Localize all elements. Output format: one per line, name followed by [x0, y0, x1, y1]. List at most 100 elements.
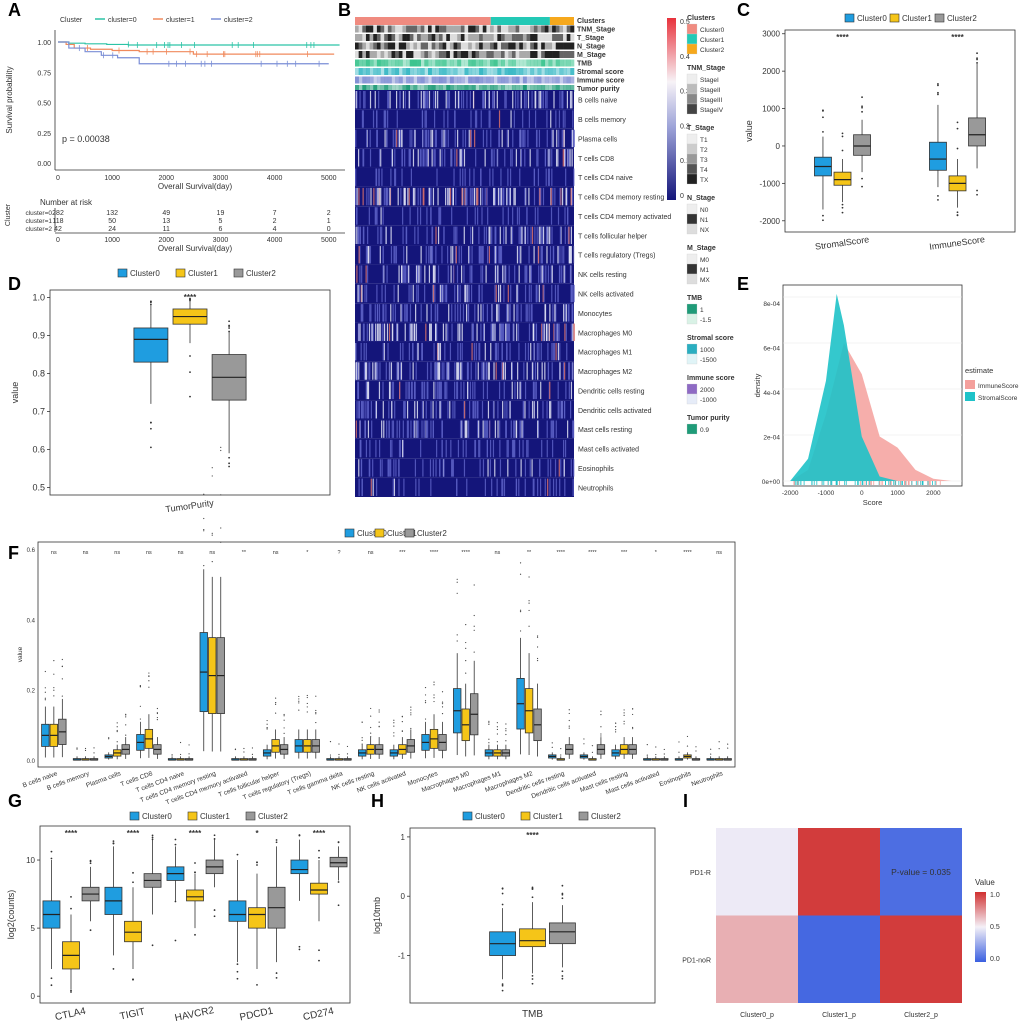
heat-stripe-13 — [387, 342, 389, 361]
heat-stripe-3 — [417, 149, 419, 167]
outlier-0-2 — [561, 975, 564, 977]
legend-item-3-1: N1 — [700, 217, 709, 224]
heat-stripe-1 — [488, 110, 490, 128]
heat-stripe-10 — [466, 284, 468, 303]
annotation-cell-6 — [453, 68, 458, 75]
f-sig-9: ? — [337, 550, 340, 556]
annotation-cell-2 — [369, 34, 374, 41]
heat-colorbar — [667, 18, 676, 200]
heat-stripe-19 — [563, 459, 565, 477]
heat-stripe-1 — [384, 110, 386, 128]
legend-swatch-5-0 — [686, 303, 698, 315]
heat-stripe-13 — [408, 342, 410, 361]
annotation-cell-4 — [406, 51, 411, 58]
outlier-0-0 — [50, 857, 53, 860]
annotation-cell-7 — [486, 76, 491, 84]
annotation-cell-4 — [482, 51, 487, 58]
annotation-cell-4 — [446, 51, 451, 58]
f-outlier — [315, 709, 317, 712]
heat-stripe-6 — [550, 207, 553, 225]
annotation-cell-7 — [464, 76, 469, 84]
heat-stripe-5 — [499, 187, 501, 206]
heat-stripe-20 — [466, 478, 468, 496]
heat-stripe-4 — [548, 168, 550, 186]
heat-stripe-7 — [489, 226, 491, 245]
heat-stripe-19 — [560, 459, 562, 477]
heat-stripe-1 — [433, 110, 436, 128]
heat-stripe-4 — [500, 168, 502, 186]
heat-stripe-1 — [454, 110, 456, 128]
heat-stripe-1 — [572, 110, 574, 128]
heat-row-label-2: Plasma cells — [578, 136, 618, 143]
annotation-cell-8 — [457, 85, 462, 92]
annotation-cell-5 — [544, 59, 549, 67]
f-outlier — [378, 709, 380, 711]
heat-stripe-16 — [375, 401, 378, 419]
heat-stripe-16 — [440, 401, 442, 419]
heat-stripe-5 — [445, 187, 447, 206]
heat-stripe-2 — [572, 129, 574, 148]
heat-stripe-10 — [454, 284, 456, 303]
f-outlier — [646, 754, 648, 756]
heat-stripe-5 — [476, 187, 478, 206]
annotation-cell-7 — [563, 76, 567, 84]
outlier-1-2 — [976, 57, 978, 60]
heat-stripe-7 — [520, 226, 522, 245]
heat-stripe-11 — [404, 304, 406, 322]
heat-stripe-9 — [403, 265, 405, 283]
f-ytick-2: 0.4 — [27, 618, 36, 624]
density-xtick-2: 0 — [860, 490, 864, 497]
outlier-1-0 — [937, 84, 939, 87]
f-outlier — [551, 746, 553, 748]
heat-stripe-19 — [387, 459, 389, 477]
heat-stripe-15 — [366, 381, 368, 400]
annotation-cell-2 — [413, 34, 418, 41]
annotation-cell-3 — [526, 42, 531, 50]
heat-stripe-3 — [409, 149, 411, 167]
annotation-cell-2 — [358, 34, 363, 41]
annotation-cell-6 — [402, 68, 407, 75]
annotation-cell-5 — [475, 59, 480, 67]
f-outlier — [410, 727, 412, 730]
heat-stripe-7 — [454, 226, 456, 245]
legend-swatch-4-0 — [686, 253, 698, 265]
annotation-cell-6 — [511, 68, 516, 75]
heat-stripe-2 — [561, 129, 563, 148]
f-outlier — [528, 576, 530, 578]
heat-stripe-15 — [454, 381, 456, 400]
heat-stripe-2 — [431, 129, 434, 148]
annotation-cell-7 — [493, 76, 498, 84]
heat-stripe-16 — [425, 401, 427, 419]
annotation-cell-4 — [424, 51, 429, 58]
f-outlier — [568, 719, 570, 722]
heat-stripe-10 — [503, 284, 505, 303]
heat-stripe-11 — [374, 304, 376, 322]
heat-stripe-11 — [451, 304, 453, 322]
heat-stripe-5 — [509, 187, 511, 206]
f-outlier — [401, 715, 403, 717]
heat-stripe-10 — [517, 284, 519, 303]
annotation-cell-3 — [435, 42, 440, 50]
annotation-cell-7 — [417, 76, 421, 84]
outlier-1-2 — [151, 834, 154, 837]
heat-stripe-12 — [572, 323, 574, 341]
heat-stripe-19 — [439, 459, 441, 477]
heat-stripe-2 — [411, 129, 413, 148]
outlier-1-1 — [956, 214, 959, 216]
annotation-cell-8 — [526, 85, 531, 92]
annotation-cell-6 — [544, 68, 549, 75]
annotation-cell-1 — [446, 25, 451, 33]
annotation-cell-2 — [460, 34, 465, 41]
heat-stripe-5 — [383, 187, 385, 206]
heat-stripe-12 — [471, 323, 474, 341]
heat-stripe-6 — [374, 207, 376, 225]
heat-stripe-20 — [418, 478, 420, 496]
heat-stripe-0 — [378, 91, 380, 109]
heat-stripe-5 — [356, 187, 358, 206]
heat-stripe-6 — [534, 207, 536, 225]
annotation-cell-4 — [449, 51, 454, 58]
heat-stripe-18 — [441, 439, 443, 458]
outlier-0-2 — [228, 456, 231, 459]
heat-stripe-2 — [413, 129, 416, 148]
annotation-cell-7 — [387, 76, 392, 84]
